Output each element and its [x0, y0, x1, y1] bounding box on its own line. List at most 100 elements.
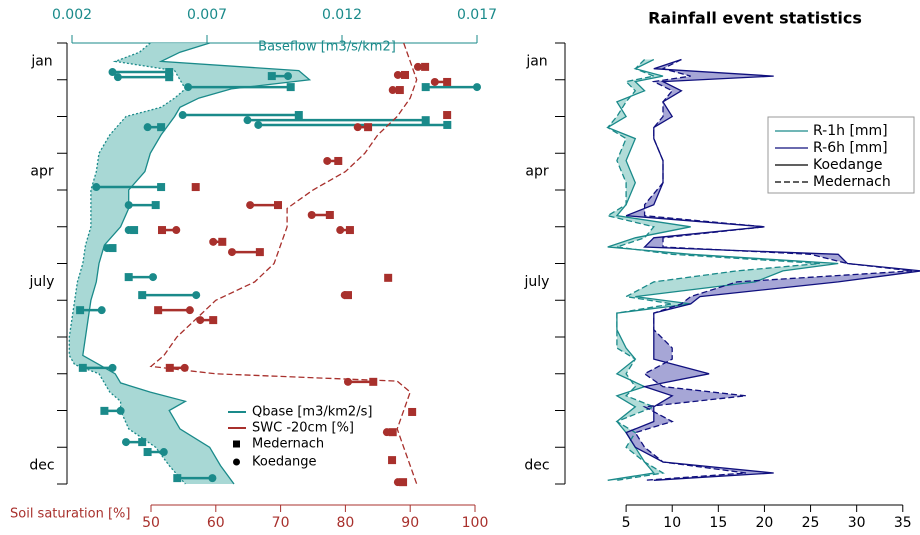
x-tick-label: 60 [207, 515, 225, 531]
event-circle [180, 363, 189, 372]
series-line [634, 58, 913, 481]
x2-tick-label: 0.012 [322, 7, 362, 23]
x-axis-label: Soil saturation [%] [10, 507, 130, 522]
legend-label: Koedange [252, 455, 317, 470]
event-square [76, 306, 85, 315]
event-circle [254, 120, 263, 129]
x-tick-label: 50 [142, 515, 160, 531]
event-circle [172, 226, 181, 235]
event-circle [103, 244, 112, 253]
event-square [173, 474, 182, 483]
event-circle [243, 116, 252, 125]
x-tick-label: 70 [272, 515, 290, 531]
event-circle [336, 226, 345, 235]
event-circle [178, 111, 187, 120]
event-square [151, 201, 160, 210]
event-square [421, 83, 430, 92]
series-line [625, 58, 920, 481]
legend-label: R-1h [mm] [813, 123, 888, 139]
event-circle [393, 478, 402, 487]
event-square [191, 183, 200, 192]
event-circle [393, 70, 402, 79]
event-circle [473, 83, 481, 92]
event-circle [323, 156, 332, 165]
event-square [157, 183, 166, 192]
event-square [294, 111, 303, 120]
y-tick-label: apr [30, 164, 53, 180]
chart-title: Rainfall event statistics [648, 9, 862, 28]
event-circle [108, 68, 117, 77]
event-circle [97, 306, 106, 315]
y-tick-label: apr [525, 164, 548, 180]
event-square [443, 111, 452, 120]
event-circle [340, 291, 349, 300]
event-circle [192, 291, 201, 300]
event-circle [382, 428, 391, 437]
event-circle [430, 77, 439, 86]
x-tick-label: 35 [894, 515, 912, 531]
event-square [274, 201, 283, 210]
event-circle [307, 210, 316, 219]
event-square [443, 120, 452, 129]
event-circle [116, 406, 125, 415]
event-circle [143, 123, 152, 132]
event-square [408, 407, 417, 416]
event-square [165, 73, 174, 82]
event-square [443, 77, 452, 86]
event-square [286, 83, 295, 92]
event-circle [353, 123, 362, 132]
legend-label: Koedange [813, 157, 883, 173]
event-circle [388, 86, 397, 95]
x-tick-label: 10 [663, 515, 681, 531]
event-square [108, 244, 117, 253]
x2-axis-label: Baseflow [m3/s/km2] [258, 40, 396, 55]
event-circle [208, 474, 217, 483]
event-square [267, 72, 276, 81]
event-square [218, 237, 227, 246]
x-tick-label: 30 [848, 515, 866, 531]
event-square [421, 116, 430, 125]
event-square [388, 456, 397, 465]
event-square [138, 291, 147, 300]
y-tick-label: july [29, 274, 55, 290]
x2-tick-label: 0.017 [457, 7, 497, 23]
legend-label: Medernach [252, 437, 324, 452]
event-square [421, 62, 430, 71]
event-circle [159, 448, 168, 457]
series-line [68, 42, 187, 485]
event-square [130, 226, 139, 235]
event-square [364, 123, 373, 132]
event-circle [184, 83, 193, 92]
event-circle [246, 201, 255, 210]
event-circle [196, 316, 205, 325]
legend-label: SWC -20cm [%] [252, 421, 354, 436]
x-tick-label: 25 [802, 515, 820, 531]
event-square [158, 226, 167, 235]
event-square [345, 226, 354, 235]
y-tick-label: dec [524, 458, 549, 474]
event-square [325, 210, 334, 219]
x-tick-label: 20 [756, 515, 774, 531]
event-square [334, 156, 343, 165]
event-square [154, 306, 163, 315]
series-line [149, 42, 418, 485]
event-square [255, 248, 264, 257]
event-circle [113, 73, 122, 82]
event-circle [92, 183, 101, 192]
legend-box [767, 116, 915, 194]
event-square [165, 363, 174, 372]
event-square [143, 448, 152, 457]
event-square [157, 123, 166, 132]
event-square [165, 68, 174, 77]
legend-marker [233, 440, 240, 448]
event-circle [108, 363, 117, 372]
event-circle [209, 237, 218, 246]
y-tick-label: jan [30, 53, 52, 69]
event-circle [122, 438, 130, 447]
event-square [138, 438, 147, 447]
y-tick-label: july [524, 274, 550, 290]
event-circle [228, 248, 236, 257]
event-square [369, 377, 378, 386]
